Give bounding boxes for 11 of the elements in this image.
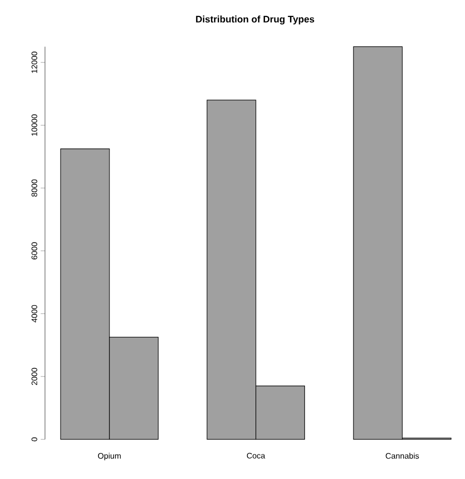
x-tick-label: Cannabis: [386, 452, 419, 459]
x-tick-label: Opium: [98, 452, 121, 460]
y-tick-label: 2000: [32, 368, 38, 385]
x-tick-label: Coca: [246, 452, 266, 458]
y-tick-label: 8000: [32, 179, 38, 197]
y-tick-label: 10000: [32, 114, 38, 136]
y-tick-label: 12000: [32, 52, 38, 73]
chart-title: Distribution of Drug Types: [196, 16, 314, 24]
y-tick-label: 0: [32, 437, 38, 442]
y-tick-label: 4000: [32, 305, 38, 322]
y-tick-label: 6000: [32, 242, 38, 260]
